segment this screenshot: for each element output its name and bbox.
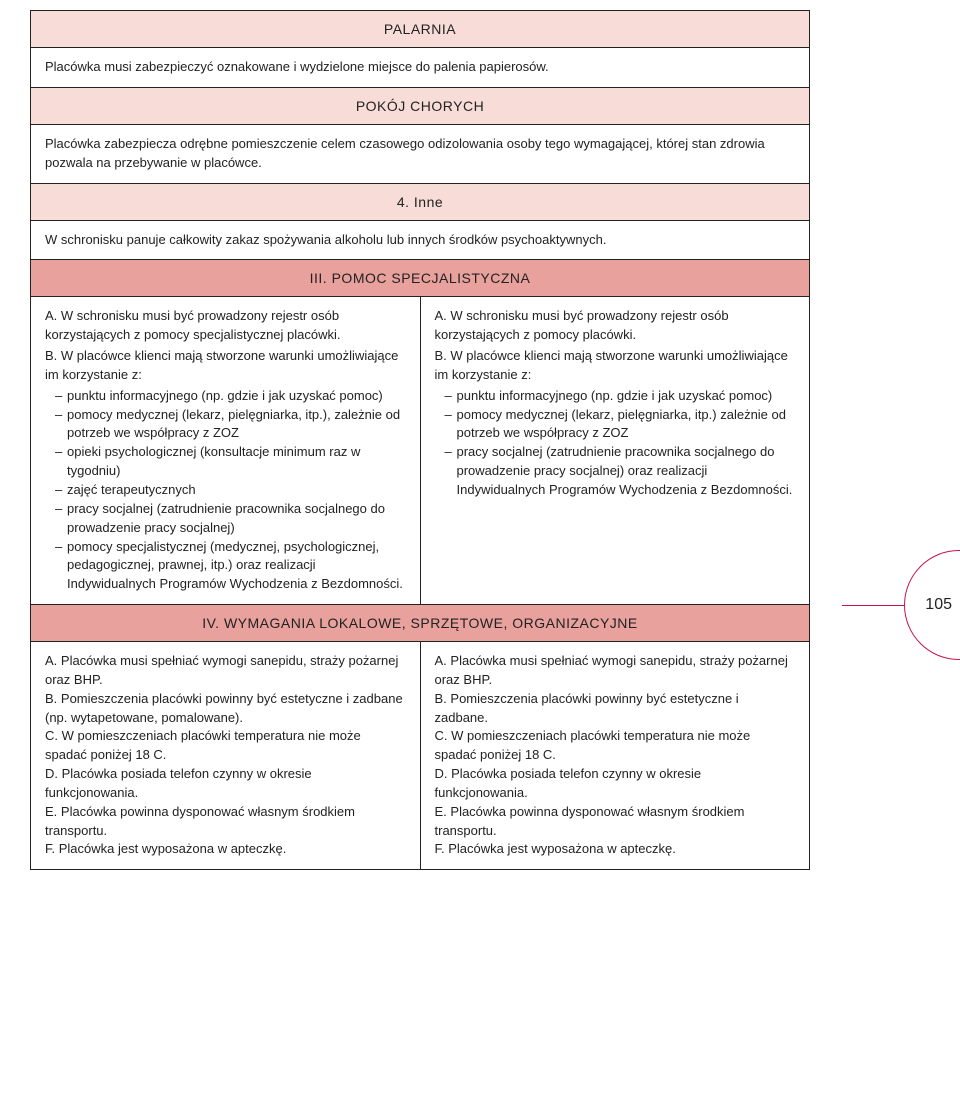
pomoc-right-b-intro: B. W placówce klienci mają stworzone war… [435,347,796,385]
list-item: punktu informacyjnego (np. gdzie i jak u… [55,387,406,406]
pomoc-right-a: A. W schronisku musi być prowadzony reje… [435,307,796,345]
list-item: E. Placówka powinna dysponować własnym ś… [45,803,406,841]
header-inne: 4. Inne [31,183,810,220]
list-item: punktu informacyjnego (np. gdzie i jak u… [445,387,796,406]
page-number: 105 [925,596,952,614]
list-item: C. W pomieszczeniach placówki temperatur… [435,727,796,765]
page-number-ornament: 105 [904,550,960,660]
ornament-line [842,605,904,606]
body-inne: W schronisku panuje całkowity zakaz spoż… [31,220,810,260]
pomoc-left: A. W schronisku musi być prowadzony reje… [31,297,421,605]
list-item: zajęć terapeutycznych [55,481,406,500]
list-item: F. Placówka jest wyposażona w apteczkę. [435,840,796,859]
list-item: pomocy medycznej (lekarz, pielęgniarka, … [55,406,406,444]
list-item: pomocy specjalistycznej (medycznej, psyc… [55,538,406,595]
list-item: opieki psychologicznej (konsultacje mini… [55,443,406,481]
pomoc-left-b-list: punktu informacyjnego (np. gdzie i jak u… [45,387,406,594]
page-content: PALARNIA Placówka musi zabezpieczyć ozna… [30,0,810,870]
standards-table: PALARNIA Placówka musi zabezpieczyć ozna… [30,10,810,870]
pomoc-right-b-list: punktu informacyjnego (np. gdzie i jak u… [435,387,796,500]
pomoc-right: A. W schronisku musi być prowadzony reje… [420,297,810,605]
list-item: pracy socjalnej (zatrudnienie pracownika… [445,443,796,500]
list-item: A. Placówka musi spełniać wymogi sanepid… [45,652,406,690]
pomoc-left-a: A. W schronisku musi być prowadzony reje… [45,307,406,345]
body-pokoj: Placówka zabezpiecza odrębne pomieszczen… [31,124,810,183]
header-pomoc: III. POMOC SPECJALISTYCZNA [31,260,810,297]
header-wymagania: IV. WYMAGANIA LOKALOWE, SPRZĘTOWE, ORGAN… [31,605,810,642]
list-item: B. Pomieszczenia placówki powinny być es… [435,690,796,728]
wymagania-left: A. Placówka musi spełniać wymogi sanepid… [31,642,421,870]
wymagania-right: A. Placówka musi spełniać wymogi sanepid… [420,642,810,870]
list-item: pomocy medycznej (lekarz, pielęgniarka, … [445,406,796,444]
pomoc-left-b-intro: B. W placówce klienci mają stworzone war… [45,347,406,385]
header-palarnia: PALARNIA [31,11,810,48]
header-pokoj: POKÓJ CHORYCH [31,87,810,124]
list-item: D. Placówka posiada telefon czynny w okr… [435,765,796,803]
list-item: B. Pomieszczenia placówki powinny być es… [45,690,406,728]
list-item: A. Placówka musi spełniać wymogi sanepid… [435,652,796,690]
list-item: D. Placówka posiada telefon czynny w okr… [45,765,406,803]
list-item: pracy socjalnej (zatrudnienie pracownika… [55,500,406,538]
list-item: C. W pomieszczeniach placówki temperatur… [45,727,406,765]
body-palarnia: Placówka musi zabezpieczyć oznakowane i … [31,48,810,88]
list-item: F. Placówka jest wyposażona w apteczkę. [45,840,406,859]
list-item: E. Placówka powinna dysponować własnym ś… [435,803,796,841]
